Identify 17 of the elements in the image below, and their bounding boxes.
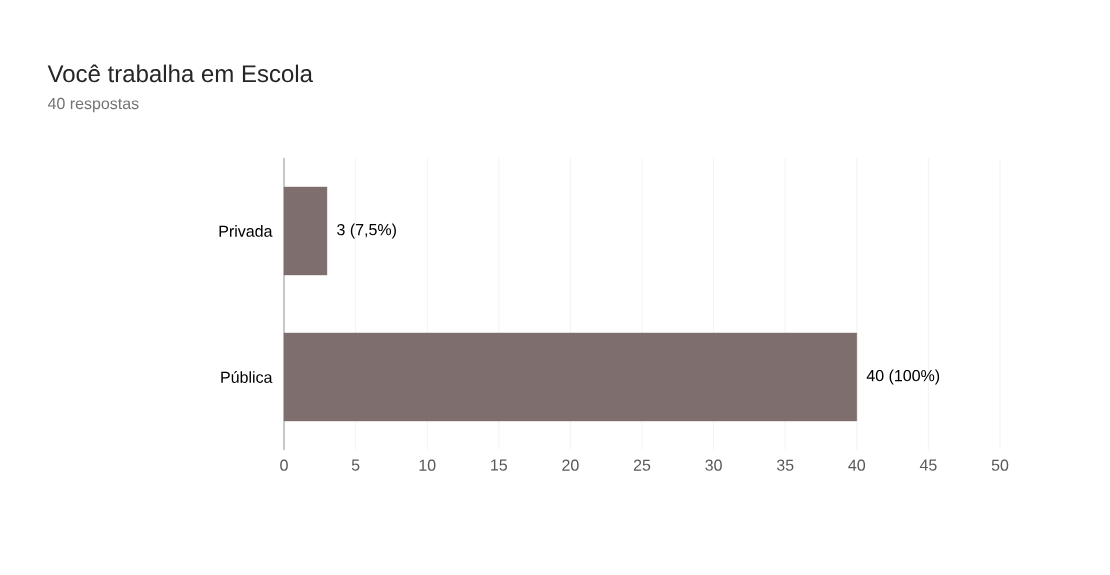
- x-tick-label: 25: [633, 459, 651, 471]
- text: 40 respostas: [47, 97, 139, 113]
- x-tick-label: 20: [562, 459, 579, 471]
- x-tick-label: 0: [280, 459, 288, 471]
- x-tick-label: 40: [848, 459, 866, 471]
- chart-title: Você trabalha em Escola: [47, 64, 313, 83]
- x-tick-label: 15: [491, 459, 508, 471]
- x-tick-label: 50: [991, 459, 1009, 471]
- x-tick-label: 45: [919, 459, 937, 471]
- y-tick-label: Pública: [221, 371, 273, 383]
- x-tick-label: 35: [776, 459, 794, 471]
- x-tick-label: 30: [705, 459, 722, 471]
- data-label: 3 (7,5%): [337, 223, 396, 239]
- x-tick-label: 5: [351, 459, 360, 471]
- x-tick-label: 10: [419, 459, 436, 471]
- data-label: 40 (100%): [866, 369, 940, 385]
- y-tick-label: Privada: [219, 225, 273, 237]
